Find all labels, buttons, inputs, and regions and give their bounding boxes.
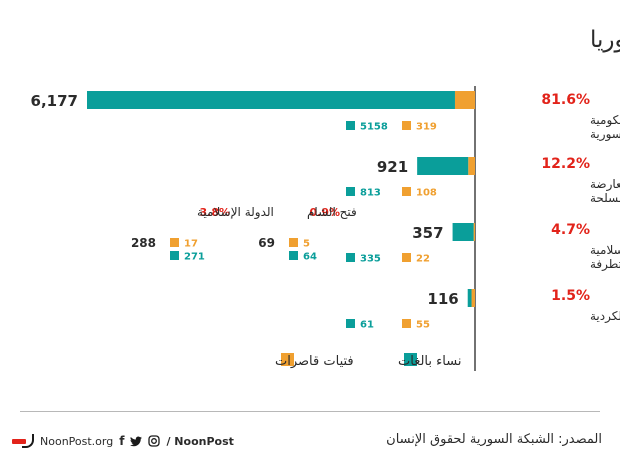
brand-footer: NoonPost.org f / NoonPost <box>12 434 234 448</box>
sub-women-value: 64 <box>303 252 317 263</box>
category-label: السورية <box>590 127 620 142</box>
sub-percent: 3.8% <box>199 206 230 219</box>
bar-women <box>417 157 469 175</box>
category-label: فصائل المعارضة <box>590 177 620 192</box>
category-label: الجماعات الإسلامية <box>590 243 620 257</box>
source-note: المصدر: الشبكة السورية لحقوق الإنسان <box>386 432 602 447</box>
category-label: القوات الكردية <box>590 309 620 324</box>
sub-girls-value: 17 <box>184 239 198 250</box>
legend-swatch-women <box>346 121 355 130</box>
girls-value: 319 <box>416 122 437 133</box>
girls-value: 22 <box>416 254 430 265</box>
sub-girls-value: 5 <box>303 239 310 250</box>
instagram-icon[interactable] <box>148 435 161 447</box>
sub-total: 69 <box>258 236 275 250</box>
legend-swatch-girls <box>402 187 411 196</box>
twitter-icon[interactable] <box>130 435 143 447</box>
bar-girls <box>468 157 475 175</box>
category-label: القوات الحكومية <box>590 113 620 128</box>
legend-swatch-women <box>346 187 355 196</box>
legend-women-label: نساء بالغات <box>398 354 461 369</box>
social-handle[interactable]: / NoonPost <box>166 434 234 448</box>
legend-swatch-women <box>346 319 355 328</box>
chart-title: عدد النساء المسجونات والمختفيات قسريا في… <box>590 27 620 53</box>
bar-women <box>467 289 472 307</box>
legend-swatch-girls <box>402 121 411 130</box>
legend-swatch-girls <box>402 319 411 328</box>
bar-girls <box>473 223 475 241</box>
total-label: 116 <box>427 290 458 308</box>
footer-divider <box>20 411 600 412</box>
bar-women <box>452 223 474 241</box>
bar-women <box>87 91 455 109</box>
sub-percent: 0.9% <box>309 206 340 219</box>
sub-swatch-girls <box>289 238 298 247</box>
bar-girls <box>454 91 475 109</box>
category-label: المسلحة <box>590 191 620 205</box>
legend-women-swatch <box>404 353 417 366</box>
percent-label: 4.7% <box>551 222 590 238</box>
legend-girls-swatch <box>281 353 294 366</box>
legend-swatch-girls <box>402 253 411 262</box>
facebook-icon[interactable]: f <box>119 434 125 448</box>
percent-label: 81.6% <box>541 92 590 108</box>
women-value: 61 <box>360 320 374 331</box>
sub-swatch-women <box>289 251 298 260</box>
total-label: 6,177 <box>31 92 78 110</box>
sub-swatch-women <box>170 251 179 260</box>
legend-girls-label: فتيات قاصرات <box>275 354 354 369</box>
women-value: 335 <box>360 254 381 265</box>
sub-name: الدولة الإسلامية <box>197 205 274 220</box>
women-value: 813 <box>360 188 381 199</box>
percent-label: 1.5% <box>551 288 590 304</box>
total-label: 921 <box>377 158 408 176</box>
bar-girls <box>471 289 475 307</box>
percent-label: 12.2% <box>541 156 590 172</box>
sub-swatch-girls <box>170 238 179 247</box>
sub-name: فتح الشام <box>307 205 357 219</box>
noonpost-logo-icon <box>12 434 34 448</box>
legend-swatch-women <box>346 253 355 262</box>
sub-total: 288 <box>131 236 156 250</box>
sub-women-value: 271 <box>184 252 205 263</box>
girls-value: 55 <box>416 320 430 331</box>
women-value: 5158 <box>360 122 388 133</box>
girls-value: 108 <box>416 188 437 199</box>
total-label: 357 <box>412 224 443 242</box>
category-label: المتطرفة <box>590 257 620 272</box>
site-name[interactable]: NoonPost.org <box>40 434 114 448</box>
